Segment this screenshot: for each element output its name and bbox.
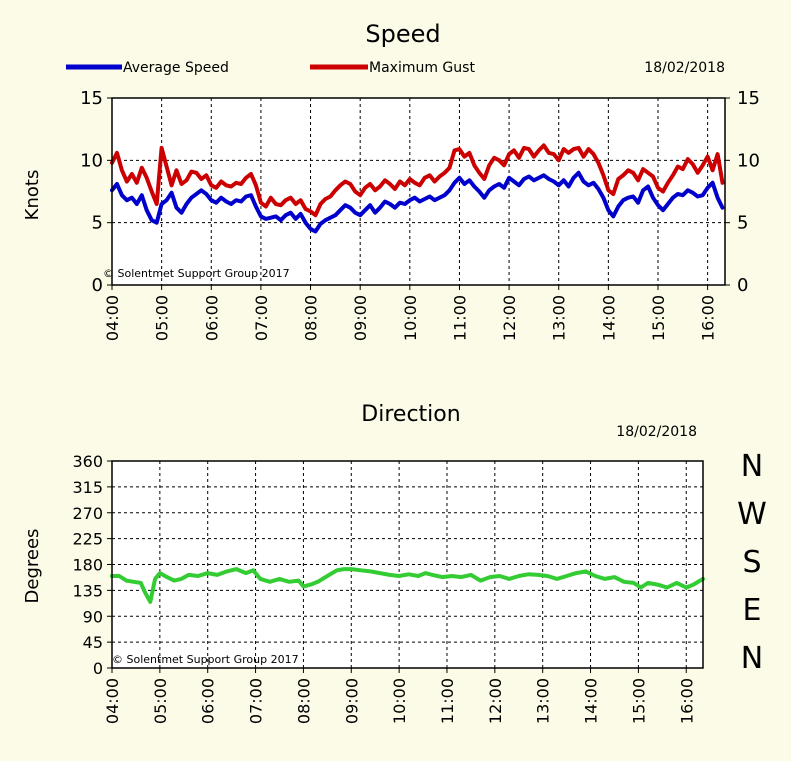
y-right-tick-label: 10 [737, 150, 760, 171]
x-tick-label: 13:00 [534, 678, 553, 724]
x-tick-label: 16:00 [699, 295, 718, 341]
compass-label: W [737, 497, 767, 532]
x-tick-label: 04:00 [103, 678, 122, 724]
x-tick-label: 16:00 [677, 678, 696, 724]
direction-x-ticks: 04:00 05:00 06:00 07:00 08:00 09:00 10:00 11:00… [103, 668, 696, 724]
x-tick-label: 14:00 [599, 295, 618, 341]
speed-y-ticks: 0 0 5 5 10 10 15 15 [80, 88, 760, 296]
legend-average-speed-label: Average Speed [123, 60, 229, 76]
x-tick-label: 09:00 [342, 678, 361, 724]
compass-label: N [741, 449, 763, 484]
x-tick-label: 06:00 [199, 678, 218, 724]
direction-watermark: © Solentmet Support Group 2017 [112, 653, 299, 666]
direction-line [110, 567, 705, 604]
y-tick-label: 360 [72, 452, 103, 471]
y-right-tick-label: 5 [737, 213, 748, 234]
speed-y-axis-label: Knots [22, 170, 43, 221]
speed-plot-border [111, 97, 726, 286]
x-tick-label: 05:00 [151, 678, 170, 724]
x-tick-label: 09:00 [351, 295, 370, 341]
y-tick-label: 45 [83, 633, 103, 652]
direction-chart-title: Direction [361, 402, 460, 427]
y-tick-label: 270 [72, 504, 103, 523]
speed-chart-date: 18/02/2018 [644, 60, 725, 76]
x-tick-label: 12:00 [500, 295, 519, 341]
y-tick-label: 0 [93, 659, 103, 678]
speed-chart: Speed Average Speed Maximum Gust 18/02/2… [22, 20, 760, 341]
y-tick-label: 0 [92, 275, 103, 296]
y-tick-label: 180 [72, 556, 103, 575]
speed-x-ticks: 04:00 05:00 06:00 07:00 08:00 09:00 10:00 11:00… [103, 285, 718, 341]
x-tick-label: 07:00 [252, 295, 271, 341]
direction-chart: Direction 18/02/2018 Degrees © Solentmet… [22, 402, 767, 724]
x-tick-label: 08:00 [302, 295, 321, 341]
compass-label: E [743, 593, 762, 628]
y-tick-label: 15 [80, 88, 103, 109]
x-tick-label: 14:00 [582, 678, 601, 724]
x-tick-label: 15:00 [649, 295, 668, 341]
y-right-tick-label: 15 [737, 88, 760, 109]
direction-series [110, 567, 705, 604]
y-tick-label: 225 [72, 530, 103, 549]
direction-chart-date: 18/02/2018 [616, 424, 697, 440]
y-tick-label: 10 [80, 150, 103, 171]
x-tick-label: 10:00 [401, 295, 420, 341]
speed-chart-title: Speed [365, 20, 440, 48]
x-tick-label: 05:00 [153, 295, 172, 341]
speed-plot-area [112, 98, 725, 285]
y-right-tick-label: 0 [737, 275, 748, 296]
x-tick-label: 15:00 [629, 678, 648, 724]
maximum-gust-line [110, 143, 725, 218]
x-tick-label: 13:00 [550, 295, 569, 341]
x-tick-label: 04:00 [103, 295, 122, 341]
speed-legend: Average Speed Maximum Gust [66, 60, 475, 76]
x-tick-label: 11:00 [450, 295, 469, 341]
speed-watermark: © Solentmet Support Group 2017 [103, 267, 290, 280]
y-tick-label: 135 [72, 581, 103, 600]
y-tick-label: 90 [83, 607, 103, 626]
x-tick-label: 06:00 [202, 295, 221, 341]
average-speed-line [110, 170, 725, 234]
x-tick-label: 10:00 [390, 678, 409, 724]
y-tick-label: 315 [72, 478, 103, 497]
compass-label: N [741, 641, 763, 676]
legend-maximum-gust-label: Maximum Gust [369, 60, 475, 76]
compass-label: S [742, 545, 761, 580]
speed-series [110, 143, 725, 234]
direction-y-axis-label: Degrees [22, 529, 43, 604]
y-tick-label: 5 [92, 213, 103, 234]
x-tick-label: 12:00 [486, 678, 505, 724]
x-tick-label: 11:00 [438, 678, 457, 724]
x-tick-label: 08:00 [294, 678, 313, 724]
direction-y-ticks: 0 45 90 135 180 225 270 315 360 [72, 452, 112, 678]
x-tick-label: 07:00 [247, 678, 266, 724]
